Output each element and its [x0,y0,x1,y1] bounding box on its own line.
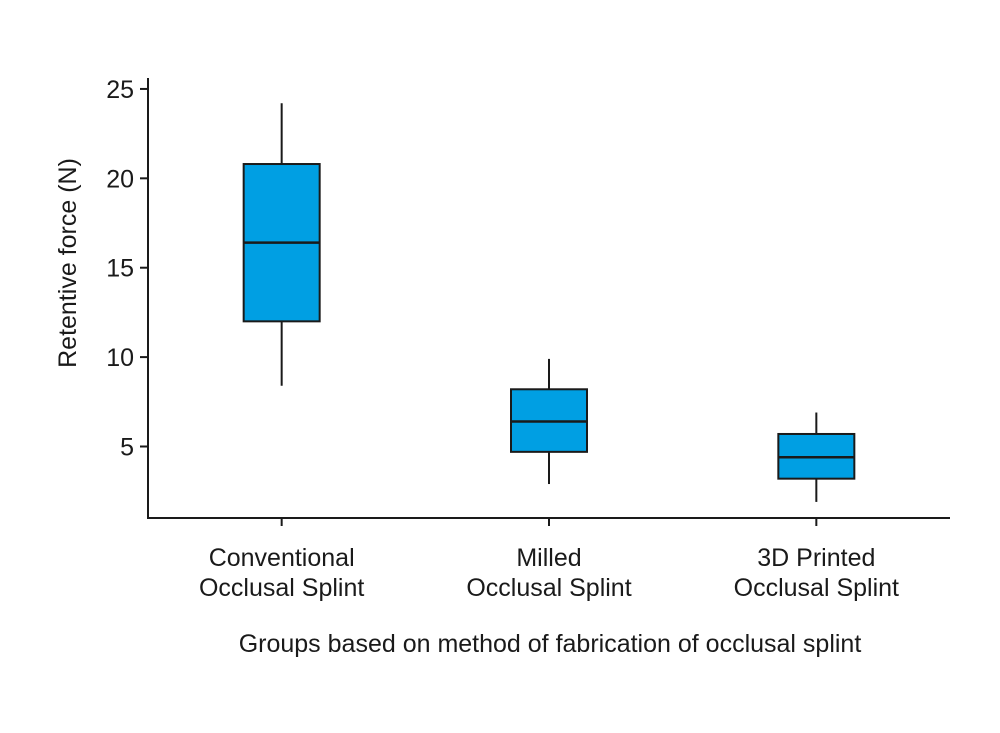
x-axis-title: Groups based on method of fabrication of… [239,630,862,658]
category-label: Occlusal Splint [466,574,631,602]
category-label: Milled [516,544,581,572]
category-label: 3D Printed [757,544,875,572]
category-label: Conventional [209,544,355,572]
category-label: Occlusal Splint [734,574,899,602]
box-group [510,358,588,485]
y-tick-label: 25 [106,76,134,104]
y-tick-label: 20 [106,165,134,193]
y-ticks: 5 10 15 20 25 [106,76,148,461]
box-group [777,412,856,502]
category-label: Occlusal Splint [199,574,364,602]
y-tick-label: 15 [106,255,134,283]
y-tick-label: 10 [106,344,134,372]
plot-area [242,103,856,502]
y-axis-title: Retentive force (N) [54,158,82,368]
box-group [242,103,321,386]
y-tick-label: 5 [120,433,134,461]
